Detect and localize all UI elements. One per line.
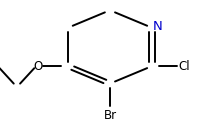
Text: Cl: Cl <box>178 60 190 72</box>
Text: Br: Br <box>103 109 117 122</box>
Text: O: O <box>34 60 43 72</box>
Text: N: N <box>153 20 162 33</box>
